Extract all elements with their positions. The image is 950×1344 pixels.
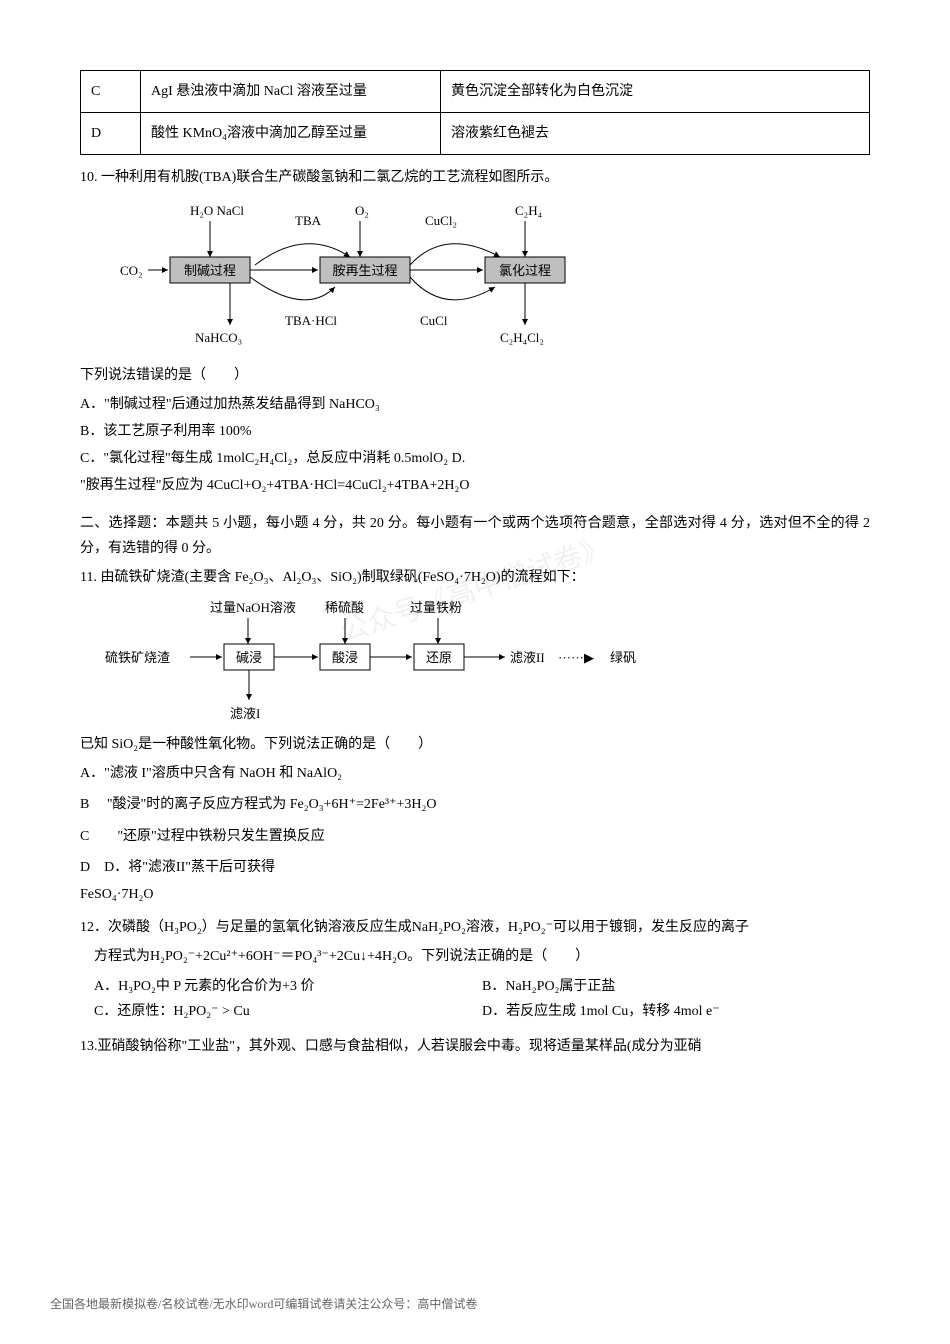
diagram-label: TBA: [295, 213, 322, 228]
row-phenomenon: 黄色沉淀全部转化为白色沉淀: [441, 71, 870, 113]
q11-stem: 11. 由硫铁矿烧渣(主要含 Fe₂O₃、Al₂O₃、SiO₂)制取绿矾(FeS…: [80, 565, 870, 590]
table-row: D 酸性 KMnO₄溶液中滴加乙醇至过量 溶液紫红色褪去: [81, 113, 870, 155]
diagram-label: TBA·HCl: [285, 313, 337, 328]
diagram-label: 过量铁粉: [410, 600, 462, 615]
diagram-box-label: 氯化过程: [499, 263, 551, 278]
page-footer: 全国各地最新模拟卷/名校试卷/无水印word可编辑试卷请关注公众号：高中僧试卷: [50, 1294, 477, 1316]
experiment-table: C AgI 悬浊液中滴加 NaCl 溶液至过量 黄色沉淀全部转化为白色沉淀 D …: [80, 70, 870, 155]
row-phenomenon: 溶液紫红色褪去: [441, 113, 870, 155]
option-c: C "还原"过程中铁粉只发生置换反应: [80, 824, 870, 849]
option-a: A．"制碱过程"后通过加热蒸发结晶得到 NaHCO₃: [80, 392, 870, 417]
diagram-label: 硫铁矿烧渣: [105, 650, 170, 665]
diagram-label: CuCl: [420, 313, 448, 328]
diagram-box-label: 酸浸: [332, 650, 358, 665]
row-label: D: [81, 113, 141, 155]
option-c: C．还原性：H₂PO₂⁻ > Cu: [94, 999, 482, 1024]
diagram-label: CuCl₂: [425, 213, 457, 228]
diagram-dots: ······▶: [558, 650, 594, 665]
q10-options: A．"制碱过程"后通过加热蒸发结晶得到 NaHCO₃ B．该工艺原子利用率 10…: [80, 392, 870, 499]
option-d: D．若反应生成 1mol Cu，转移 4mol e⁻: [482, 999, 870, 1024]
diagram-label: 滤液I: [230, 706, 260, 721]
diagram-box-label: 还原: [426, 650, 452, 665]
diagram-label: NaHCO₃: [195, 330, 242, 345]
q11-diagram: 过量NaOH溶液 稀硫酸 过量铁粉 硫铁矿烧渣 碱浸 酸浸 还原 滤液II ··…: [100, 596, 870, 726]
q11-note: 已知 SiO₂是一种酸性氧化物。下列说法正确的是（ ）: [80, 732, 870, 757]
table-row: C AgI 悬浊液中滴加 NaCl 溶液至过量 黄色沉淀全部转化为白色沉淀: [81, 71, 870, 113]
q13-stem: 13.亚硝酸钠俗称"工业盐"，其外观、口感与食盐相似，人若误服会中毒。现将适量某…: [80, 1034, 870, 1059]
option-d: D D．将"滤液II"蒸干后可获得: [80, 855, 870, 880]
q10-diagram: H₂O NaCl TBA O₂ CuCl₂ C₂H₄ 制碱过程 胺再生过程 氯化…: [100, 197, 870, 357]
q10-prompt: 下列说法错误的是（ ）: [80, 363, 870, 388]
diagram-label: O₂: [355, 203, 369, 218]
diagram-label: 稀硫酸: [325, 600, 364, 615]
option-a: A．"滤液 I"溶质中只含有 NaOH 和 NaAlO₂: [80, 761, 870, 786]
diagram-box-label: 胺再生过程: [332, 263, 397, 278]
row-operation: AgI 悬浊液中滴加 NaCl 溶液至过量: [141, 71, 441, 113]
option-d: "胺再生过程"反应为 4CuCl+O₂+4TBA·HCl=4CuCl₂+4TBA…: [80, 473, 870, 498]
diagram-box-label: 碱浸: [236, 650, 262, 665]
option-b: B．该工艺原子利用率 100%: [80, 419, 870, 444]
q12-row2: C．还原性：H₂PO₂⁻ > Cu D．若反应生成 1mol Cu，转移 4mo…: [80, 999, 870, 1024]
q12-stem2: 方程式为H₂PO₂⁻+2Cu²⁺+6OH⁻＝PO₄³⁻+2Cu↓+4H₂O。下列…: [80, 944, 870, 969]
diagram-label: 滤液II: [510, 650, 545, 665]
q10-stem: 10. 一种利用有机胺(TBA)联合生产碳酸氢钠和二氯乙烷的工艺流程如图所示。: [80, 165, 870, 190]
diagram-box-label: 制碱过程: [184, 263, 236, 278]
section2-header: 二、选择题：本题共 5 小题，每小题 4 分，共 20 分。每小题有一个或两个选…: [80, 511, 870, 561]
q12-row1: A．H₃PO₂中 P 元素的化合价为+3 价 B．NaH₂PO₂属于正盐: [80, 974, 870, 999]
q12-stem1: 12．次磷酸（H₃PO₂）与足量的氢氧化钠溶液反应生成NaH₂PO₂溶液，H₂P…: [80, 915, 870, 940]
diagram-label: 过量NaOH溶液: [210, 600, 296, 615]
diagram-label: H₂O NaCl: [190, 203, 244, 218]
row-operation: 酸性 KMnO₄溶液中滴加乙醇至过量: [141, 113, 441, 155]
row-label: C: [81, 71, 141, 113]
option-b: B．NaH₂PO₂属于正盐: [482, 974, 870, 999]
q11-options: A．"滤液 I"溶质中只含有 NaOH 和 NaAlO₂ B "酸浸"时的离子反…: [80, 761, 870, 907]
diagram-label: CO₂: [120, 263, 143, 278]
option-b: B "酸浸"时的离子反应方程式为 Fe₂O₃+6H⁺=2Fe³⁺+3H₂O: [80, 792, 870, 817]
diagram-label: 绿矾: [610, 650, 636, 665]
diagram-label: C₂H₄: [515, 203, 543, 218]
option-d-line2: FeSO₄·7H₂O: [80, 882, 870, 907]
option-c: C．"氯化过程"每生成 1molC₂H₄Cl₂，总反应中消耗 0.5molO₂ …: [80, 446, 870, 471]
option-a: A．H₃PO₂中 P 元素的化合价为+3 价: [94, 974, 482, 999]
diagram-label: C₂H₄Cl₂: [500, 330, 544, 345]
